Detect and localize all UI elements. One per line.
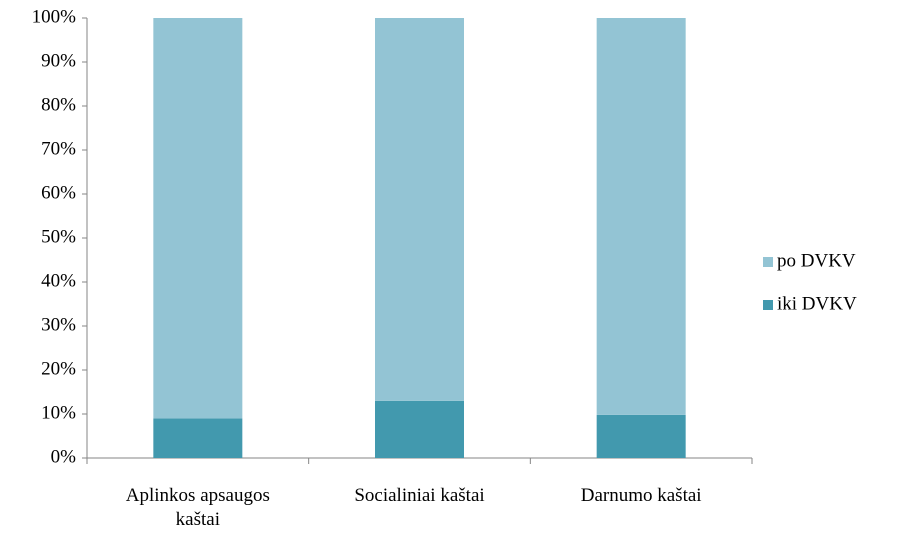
y-tick-label: 70%	[41, 138, 76, 159]
y-tick-label: 80%	[41, 94, 76, 115]
y-tick-label: 40%	[41, 270, 76, 291]
bar-segment	[596, 414, 686, 458]
y-tick-label: 90%	[41, 50, 76, 71]
y-tick-label: 60%	[41, 182, 76, 203]
bar-segment	[153, 418, 243, 458]
y-tick-label: 0%	[51, 446, 77, 467]
legend-label: iki DVKV	[777, 293, 857, 314]
legend-label: po DVKV	[777, 250, 856, 271]
legend-swatch	[763, 257, 773, 267]
y-tick-label: 50%	[41, 226, 76, 247]
x-tick-label: Darnumo kaštai	[580, 485, 702, 506]
x-tick-label: Socialiniai kaštai	[354, 485, 485, 506]
y-tick-label: 20%	[41, 358, 76, 379]
bar-segment	[375, 400, 464, 458]
y-tick-label: 30%	[41, 314, 76, 335]
bar-segment	[375, 18, 464, 401]
bar-segment	[153, 18, 243, 419]
bar-segment	[596, 18, 686, 415]
legend-swatch	[763, 300, 773, 310]
x-tick-label: Aplinkos apsaugos kaštai	[125, 485, 270, 530]
y-tick-label: 100%	[32, 6, 77, 27]
y-tick-label: 10%	[41, 402, 76, 423]
